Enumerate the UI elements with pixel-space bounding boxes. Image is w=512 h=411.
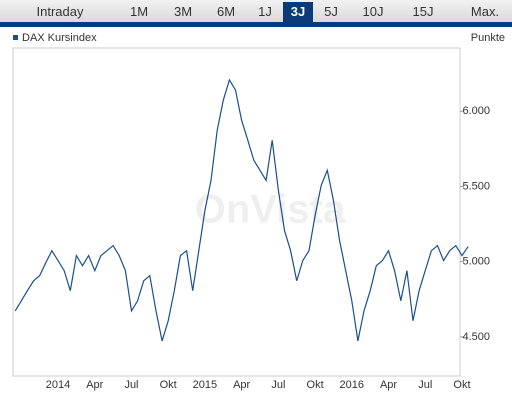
range-tab[interactable]: Max. <box>470 4 500 19</box>
y-tick-label: 6.000 <box>462 105 490 117</box>
x-tick-label: 2014 <box>46 379 70 391</box>
legend-swatch <box>13 35 18 40</box>
range-tab[interactable]: 1M <box>129 4 149 19</box>
watermark: OnVista <box>195 188 346 232</box>
legend-entry: DAX Kursindex <box>22 32 97 44</box>
x-tick-label: Apr <box>233 379 250 391</box>
x-tick-label: Okt <box>453 379 470 391</box>
range-tab[interactable]: Intraday <box>36 4 84 19</box>
x-tick-label: 2015 <box>193 379 217 391</box>
range-tab[interactable]: 6M <box>216 4 236 19</box>
y-tick-label: 5.500 <box>462 180 490 192</box>
x-tick-label: Jul <box>418 379 432 391</box>
plot-frame <box>12 47 461 377</box>
y-tick-label: 5.000 <box>462 256 490 268</box>
range-tab[interactable]: 5J <box>324 4 338 19</box>
y-axis-label: Punkte <box>471 32 505 44</box>
x-tick-label: Jul <box>271 379 285 391</box>
range-tabs: Intraday 1M 3M 6M 1J 3J 5J 10J 15J Max. <box>0 0 512 27</box>
range-tab[interactable]: 1J <box>258 4 272 19</box>
range-tab[interactable]: 15J <box>412 4 434 19</box>
x-tick-label: Jul <box>124 379 138 391</box>
x-tick-label: Apr <box>86 379 103 391</box>
y-tick-label: 4.500 <box>462 331 490 343</box>
x-tick-label: Okt <box>160 379 177 391</box>
range-tab[interactable]: 10J <box>362 4 384 19</box>
range-tab[interactable]: 3M <box>173 4 193 19</box>
range-tab[interactable]: 3J <box>283 2 313 22</box>
x-tick-label: Apr <box>380 379 397 391</box>
line-series <box>14 78 469 342</box>
x-tick-label: Okt <box>307 379 324 391</box>
x-tick-label: 2016 <box>340 379 364 391</box>
